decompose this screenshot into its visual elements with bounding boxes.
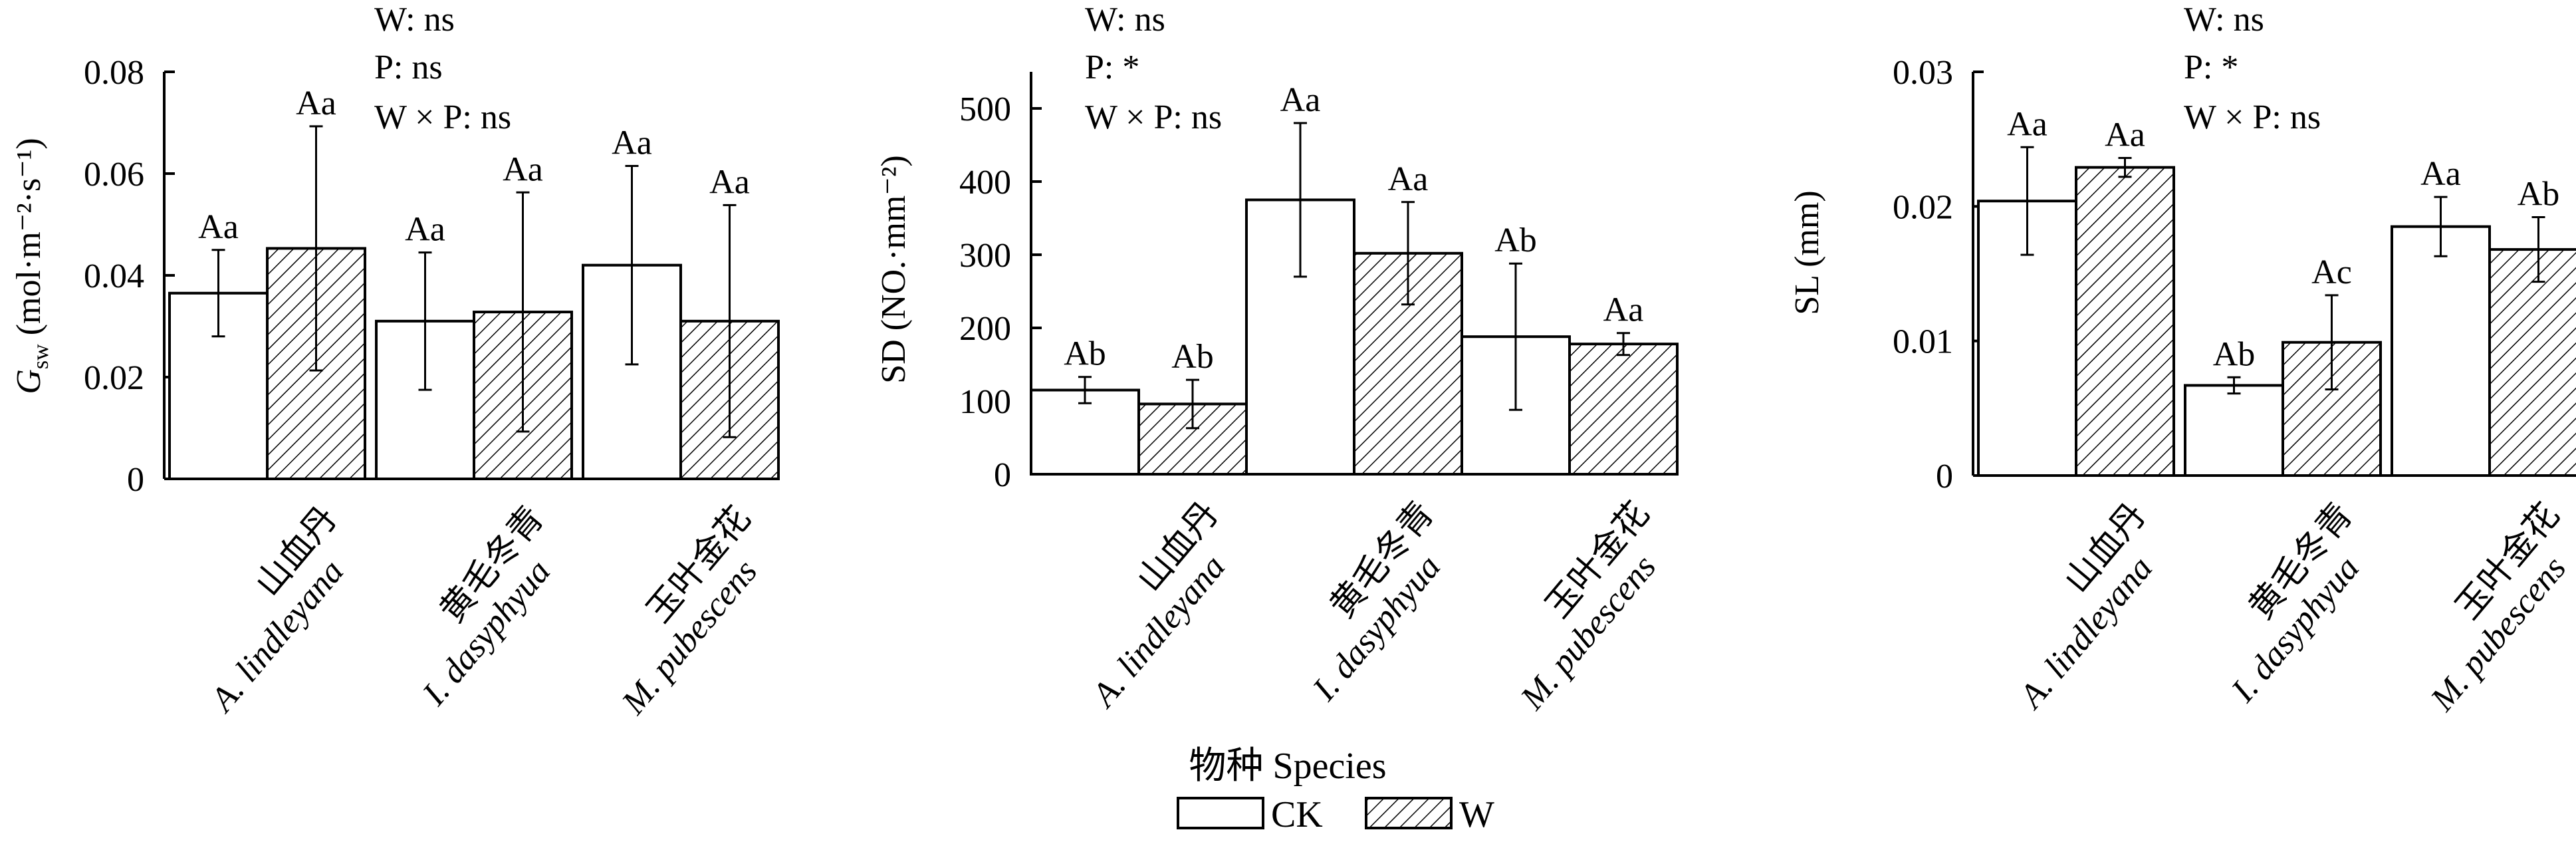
legend-swatch-w xyxy=(1365,797,1453,829)
y-tick-label: 0.02 xyxy=(1893,188,1953,226)
bar-w xyxy=(2075,166,2175,477)
significance-label: Aa xyxy=(405,211,445,249)
significance-label: Aa xyxy=(612,124,652,162)
stats-line: W × P: ns xyxy=(1085,98,1222,136)
bar-w xyxy=(2282,341,2382,477)
y-tick-label: 0.08 xyxy=(84,54,144,92)
significance-label: Ab xyxy=(1064,335,1106,373)
significance-label: Aa xyxy=(1603,291,1644,329)
significance-label: Ac xyxy=(2311,253,2352,291)
significance-label: Aa xyxy=(709,163,750,201)
bar-w xyxy=(1568,343,1679,476)
stats-line: W × P: ns xyxy=(2184,98,2321,136)
legend-label-w: W xyxy=(1459,794,1494,835)
stats-line: P: ns xyxy=(374,49,443,86)
stats-line: W: ns xyxy=(2184,1,2264,39)
bar-ck xyxy=(2184,384,2284,477)
y-tick-label: 500 xyxy=(959,90,1011,128)
y-axis-label: Gsw (mol·m⁻²·s⁻¹) xyxy=(10,138,53,394)
significance-label: Aa xyxy=(2105,116,2145,154)
legend-label-ck: CK xyxy=(1271,794,1323,835)
significance-label: Aa xyxy=(2007,105,2048,143)
x-axis-title: 物种 Species xyxy=(1189,746,1386,787)
bar-w xyxy=(2488,248,2576,477)
stats-line: P: * xyxy=(1085,49,1139,86)
y-tick-label: 300 xyxy=(959,237,1011,275)
significance-label: Aa xyxy=(2420,155,2461,193)
y-tick-label: 0.03 xyxy=(1893,54,1953,92)
legend: CK W xyxy=(1177,794,1494,835)
y-tick-label: 0.04 xyxy=(84,257,144,295)
y-tick-label: 0.02 xyxy=(84,359,144,397)
y-tick-label: 0.06 xyxy=(84,156,144,194)
significance-label: Aa xyxy=(1388,160,1429,198)
legend-swatch-ck xyxy=(1177,797,1264,829)
y-tick-label: 200 xyxy=(959,310,1011,348)
y-tick-label: 100 xyxy=(959,383,1011,421)
stats-line: W: ns xyxy=(1085,1,1165,39)
y-tick-label: 400 xyxy=(959,164,1011,202)
significance-label: Aa xyxy=(1280,81,1321,119)
stats-line: W × P: ns xyxy=(374,98,511,136)
y-tick-label: 0 xyxy=(994,456,1011,494)
y-axis-label: SL (mm) xyxy=(1788,190,1826,315)
bar-ck xyxy=(2391,225,2491,477)
significance-label: Ab xyxy=(2517,176,2560,213)
y-tick-label: 0.01 xyxy=(1893,323,1953,361)
stats-line: P: * xyxy=(2184,49,2238,86)
significance-label: Aa xyxy=(198,208,239,246)
significance-label: Ab xyxy=(2213,335,2256,373)
y-tick-label: 0 xyxy=(1936,458,1953,495)
y-axis-label: SD (NO.·mm⁻²) xyxy=(875,155,913,383)
significance-label: Ab xyxy=(1494,221,1537,259)
significance-label: Aa xyxy=(296,84,336,122)
bar-w xyxy=(1137,402,1248,476)
stats-line: W: ns xyxy=(374,1,455,39)
significance-label: Aa xyxy=(503,150,543,188)
y-tick-label: 0 xyxy=(127,461,144,499)
significance-label: Ab xyxy=(1171,338,1214,376)
